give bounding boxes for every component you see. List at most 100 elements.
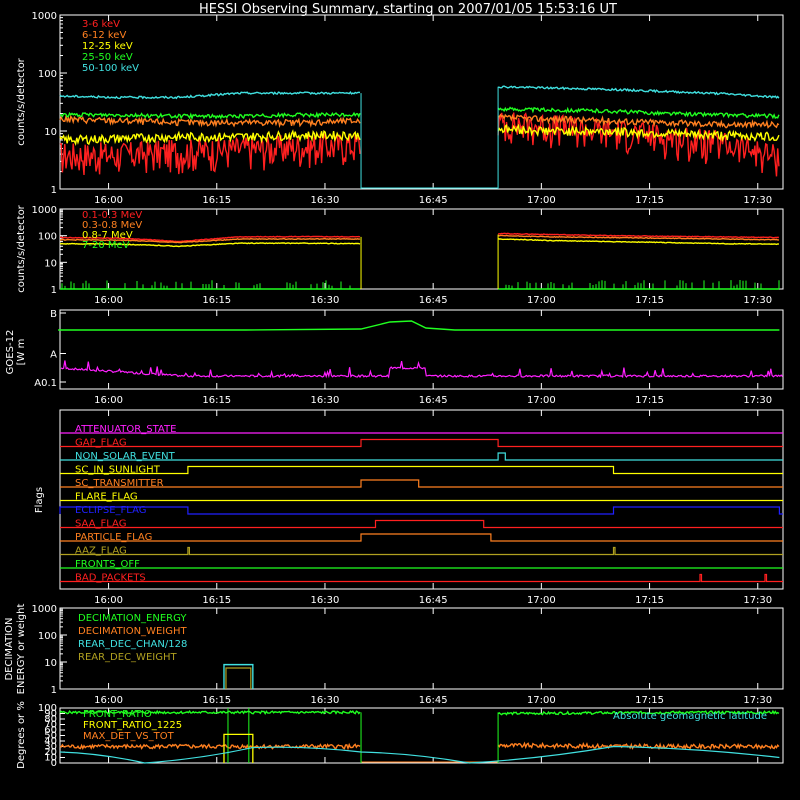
y-tick-label: 70 [44, 720, 57, 731]
flag-label: ECLIPSE_FLAG [75, 505, 146, 516]
legend-entry: 0.8-7 MeV [82, 230, 133, 241]
y-tick-label: 100 [38, 69, 57, 80]
series-line [497, 113, 780, 129]
series-line [498, 234, 779, 241]
flag-line [60, 479, 783, 488]
legend-entry: 0.1-0.3 MeV [82, 210, 142, 221]
x-tick-label: 16:30 [311, 595, 340, 606]
x-tick-label: 17:00 [527, 195, 556, 206]
y-tick-label: A [50, 350, 57, 361]
x-tick-label: 17:00 [527, 395, 556, 406]
legend-entry: REAR_DEC_WEIGHT [78, 652, 177, 663]
legend-entry: DECIMATION_WEIGHT [78, 626, 187, 637]
legend-entry: DECIMATION_ENERGY [78, 613, 187, 624]
y-axis-label: ENERGY or weight [16, 604, 27, 695]
x-tick-label: 16:30 [311, 195, 340, 206]
x-tick-label: 17:15 [635, 195, 664, 206]
x-tick-label: 16:15 [202, 695, 231, 706]
series-line [59, 129, 361, 147]
series-line [59, 237, 361, 244]
y-tick-label: 40 [44, 736, 57, 747]
series-line [497, 106, 780, 120]
x-tick-label: 16:30 [311, 295, 340, 306]
legend-entry: MAX_DET_VS_TOT [83, 731, 175, 742]
flag-label: SC_TRANSMITTER [75, 478, 164, 489]
x-tick-label: 16:15 [202, 195, 231, 206]
chart-title: HESSI Observing Summary, starting on 200… [199, 2, 617, 17]
series-line [497, 123, 780, 143]
flag-label: GAP_FLAG [75, 438, 127, 449]
y-tick-label: 20 [44, 747, 57, 758]
x-tick-label: 16:45 [419, 195, 448, 206]
legend-entry: 25-50 keV [82, 52, 133, 63]
flag-label: NON_SOLAR_EVENT [75, 451, 176, 462]
x-tick-label: 17:15 [635, 695, 664, 706]
y-tick-label: 1000 [32, 205, 57, 216]
flag-line [60, 452, 783, 461]
x-tick-label: 16:15 [202, 295, 231, 306]
y-tick-label: 80 [44, 714, 57, 725]
legend-entry: 3-6 keV [82, 19, 120, 30]
flag-line [60, 546, 783, 556]
rear-dec-chan-line [223, 663, 254, 689]
series-line [59, 111, 361, 121]
flag-line [60, 519, 783, 529]
flag-label: PARTICLE_FLAG [75, 532, 152, 543]
x-tick-label: 17:00 [527, 695, 556, 706]
legend-entry: FRONT_RATIO [83, 709, 152, 720]
x-tick-label: 17:15 [635, 295, 664, 306]
panel-frame [59, 607, 784, 690]
y-tick-label: 10 [44, 658, 57, 669]
y-tick-label: 1000 [32, 11, 57, 22]
annotation-label: Absolute geomagnetic latitude [613, 711, 767, 722]
series-line [59, 235, 361, 243]
y-axis-label: counts/s/detector [16, 57, 27, 145]
x-tick-label: 16:00 [94, 295, 123, 306]
y-tick-label: 0 [51, 758, 57, 769]
latitude-line [59, 745, 780, 764]
legend-entry: 12-25 keV [82, 41, 133, 52]
y-axis-label: Degrees or % [16, 701, 27, 769]
panel-frame [59, 309, 784, 390]
goes-short-line [60, 360, 783, 379]
front-ratio-1225-line [223, 733, 254, 763]
legend-entry: 6-12 keV [82, 30, 126, 41]
x-tick-label: 16:45 [419, 295, 448, 306]
y-axis-label: DECIMATION [4, 617, 15, 680]
panel-low-energy: 16:00 16:15 16:30 16:45 17:00 17:15 17:30 1 10 10… [16, 11, 784, 206]
x-tick-label: 16:45 [419, 695, 448, 706]
flag-label: FLARE_FLAG [75, 492, 138, 503]
x-tick-label: 16:00 [94, 395, 123, 406]
legend-entry: 50-100 keV [82, 63, 139, 74]
x-tick-label: 17:15 [635, 595, 664, 606]
y-tick-label: 10 [44, 127, 57, 138]
panel-high-energy: 16:00 16:15 16:30 16:45 17:00 17:15 17:30 1 10 10… [16, 204, 784, 306]
x-tick-label: 16:45 [419, 595, 448, 606]
x-tick-label: 16:15 [202, 595, 231, 606]
x-tick-label: 17:00 [527, 295, 556, 306]
goes-long-line [58, 320, 780, 331]
series-line [59, 133, 361, 176]
y-axis-label: counts/s/detector [16, 204, 27, 292]
panel-decimation: 16:00 16:15 16:30 16:45 17:00 17:15 17:30 1 10 10… [4, 604, 784, 706]
panel-frame [59, 208, 784, 290]
y-axis-label: [W m [16, 339, 27, 366]
y-tick-label: 10 [44, 258, 57, 269]
y-tick-label: 100 [38, 703, 57, 714]
y-tick-label: 100 [38, 232, 57, 243]
y-tick-label: 1 [51, 285, 57, 296]
x-tick-label: 16:15 [202, 395, 231, 406]
x-tick-label: 16:00 [94, 195, 123, 206]
y-axis-label: Flags [34, 487, 45, 513]
y-tick-label: 30 [44, 742, 57, 753]
y-tick-label: 10 [44, 753, 57, 764]
y-tick-label: 1 [51, 685, 57, 696]
x-tick-label: 16:00 [94, 595, 123, 606]
panel-frame [59, 409, 784, 590]
series-line [497, 238, 779, 246]
front-ratio-line [59, 709, 361, 716]
x-tick-label: 16:30 [311, 695, 340, 706]
y-tick-label: 90 [44, 709, 57, 720]
y-tick-label: B [50, 309, 57, 320]
